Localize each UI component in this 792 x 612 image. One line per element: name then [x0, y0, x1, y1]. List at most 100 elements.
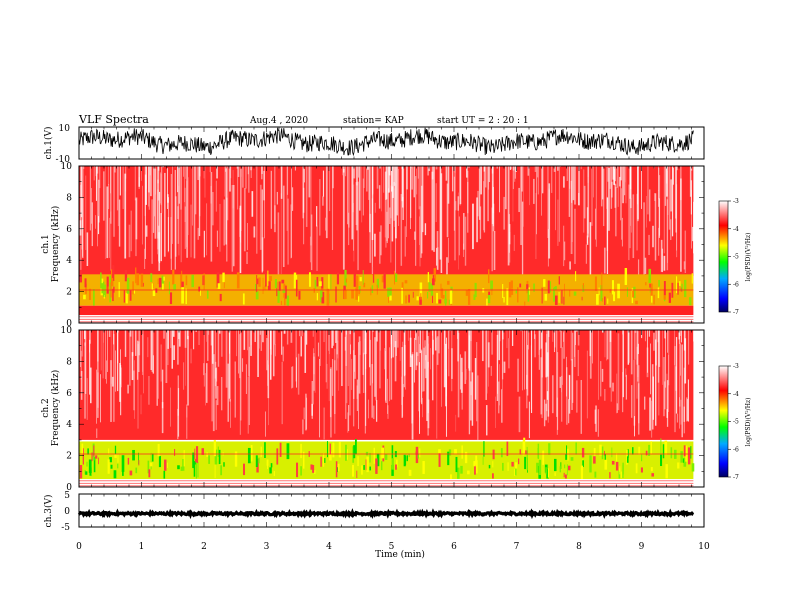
spectrogram-speckle [651, 473, 655, 477]
spectrogram-speckle [688, 297, 692, 306]
spectrogram-speckle [446, 183, 449, 238]
spectrogram-speckle [533, 178, 535, 204]
spectrogram-speckle [677, 462, 680, 469]
spectrogram-speckle [85, 471, 88, 475]
spectrogram-speckle [561, 375, 563, 422]
spectrogram-speckle [150, 166, 152, 197]
spectrogram-speckle [91, 472, 92, 477]
spectrogram-speckle [640, 467, 643, 473]
spectrogram-speckle [338, 441, 341, 458]
spectrogram-speckle [224, 166, 226, 197]
spectrogram-speckle [467, 289, 471, 305]
spectrogram-speckle [195, 446, 199, 464]
spectrogram-speckle [509, 166, 511, 170]
spectrogram-speckle [181, 287, 184, 304]
spectrogram-speckle [310, 214, 313, 271]
spectrogram-speckle [152, 290, 156, 297]
spectrogram-stripe [79, 479, 694, 480]
spectrogram-speckle [543, 279, 546, 287]
spectrogram-speckle [172, 269, 175, 285]
spectrogram-speckle [464, 216, 467, 266]
spectrogram-speckle [294, 166, 296, 171]
spectrogram-speckle [470, 330, 472, 396]
spectrogram-speckle [435, 247, 438, 266]
spectrogram-speckle [372, 405, 375, 420]
spectrogram-speckle [322, 170, 325, 197]
spectrogram-speckle [85, 175, 87, 250]
spectrogram-speckle [526, 454, 528, 471]
spectrogram-speckle [117, 330, 119, 364]
ch2-spectrogram-panel: 0 2 4 6 8 10 ch.2 Frequency (kHz) [41, 326, 705, 493]
spectrogram-speckle [620, 166, 622, 181]
spectrogram-speckle [557, 352, 559, 430]
spectrogram-speckle [491, 288, 493, 296]
spectrogram-speckle [616, 166, 618, 188]
spectrogram-speckle [117, 454, 119, 463]
spectrogram-speckle [167, 168, 169, 209]
spectrogram-speckle [103, 295, 105, 299]
spectrogram-speckle [321, 277, 324, 289]
spectrogram-speckle [169, 292, 173, 305]
spectrogram-speckle [319, 281, 322, 287]
spectrogram-speckle [172, 330, 175, 337]
spectrogram-stripe [79, 484, 694, 485]
spectrogram-speckle [589, 330, 592, 379]
spectrogram-speckle [133, 370, 135, 411]
spectrogram-speckle [470, 381, 472, 421]
spectrogram-speckle [632, 290, 635, 298]
spectrogram-speckle [514, 166, 516, 179]
spectrogram-speckle [232, 184, 235, 267]
spectrogram-speckle [216, 272, 220, 288]
spectrogram-speckle [219, 203, 221, 252]
spectrogram-speckle [198, 166, 201, 237]
spectrogram-speckle [545, 342, 547, 378]
spectrogram-speckle [109, 217, 110, 258]
spectrogram-speckle [277, 289, 280, 303]
spectrogram-speckle [301, 330, 303, 337]
spectrogram-speckle [541, 166, 542, 216]
spectrogram-speckle [144, 248, 146, 269]
spectrogram-speckle [445, 166, 448, 181]
ch2-spectrogram-ticks: 0 2 4 6 8 10 [61, 326, 705, 493]
spectrogram-speckle [394, 273, 398, 282]
spectrogram-speckle [265, 411, 266, 437]
spectrogram-speckle [388, 347, 390, 402]
spectrogram-speckle [316, 293, 319, 301]
spectrogram-speckle [470, 330, 472, 342]
spectrogram-speckle [667, 330, 668, 353]
spectrogram-speckle [154, 168, 157, 239]
spectrogram-speckle [368, 330, 371, 368]
spectrogram-speckle [680, 451, 683, 463]
spectrogram-speckle [596, 293, 599, 305]
spectrogram-speckle [145, 166, 147, 205]
spectrogram-speckle [604, 389, 606, 401]
spectrogram-speckle [142, 334, 144, 376]
spectrogram-speckle [638, 365, 640, 424]
spectrogram-speckle [441, 330, 442, 407]
figure-title: VLF Spectra [78, 113, 149, 126]
spectrogram-speckle [356, 385, 358, 399]
spectrogram-speckle [601, 368, 604, 382]
spectrogram-speckle [457, 196, 459, 211]
spectrogram-speckle [630, 330, 633, 375]
y-tick-label: 4 [66, 256, 72, 266]
spectrogram-speckle [473, 294, 476, 300]
spectrogram-speckle [401, 166, 403, 169]
spectrogram-speckle [161, 166, 163, 214]
spectrogram-speckle [670, 447, 673, 459]
spectrogram-speckle [378, 185, 381, 209]
spectrogram-speckle [122, 166, 124, 209]
spectrogram-speckle [221, 330, 223, 357]
spectrogram-speckle [606, 166, 608, 209]
spectrogram-speckle [319, 359, 320, 438]
spectrogram-speckle [466, 166, 468, 178]
spectrogram-speckle [586, 350, 588, 419]
spectrogram-speckle [534, 334, 536, 358]
spectrogram-speckle [195, 330, 197, 332]
spectrogram-speckle [225, 330, 228, 388]
colorbar-tick-label: -4 [733, 391, 739, 398]
spectrogram-speckle [304, 330, 307, 373]
spectrogram-speckle [492, 449, 495, 460]
spectrogram-speckle [557, 166, 559, 171]
spectrogram-speckle [345, 278, 347, 283]
